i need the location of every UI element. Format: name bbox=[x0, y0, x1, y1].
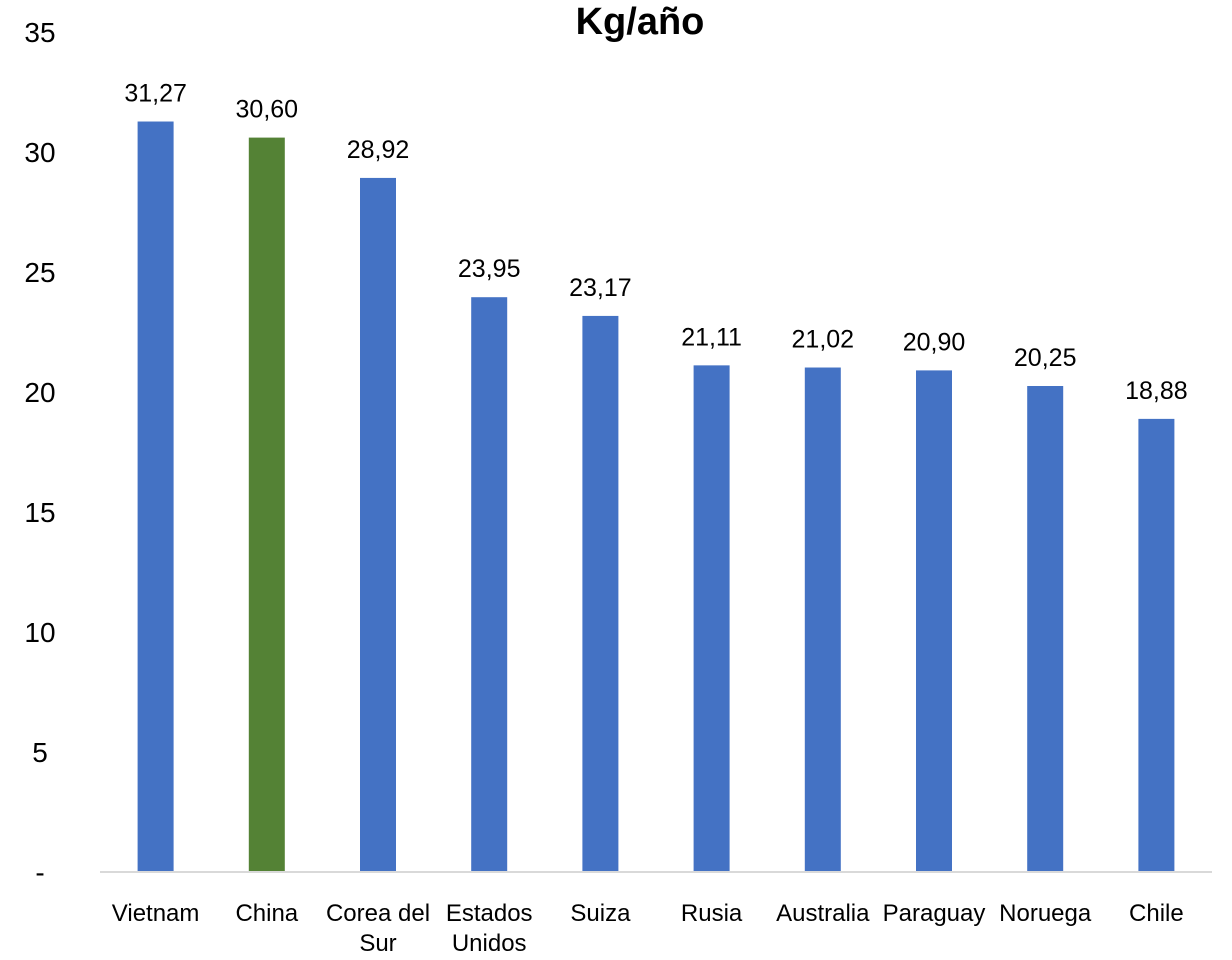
data-labels: 31,27 30,60 28,92 23,95 23,17 21,11 21,02 20,90… bbox=[124, 80, 1187, 405]
y-axis: - 5 10 15 20 25 30 35 bbox=[24, 17, 55, 888]
y-tick-label: 15 bbox=[24, 497, 55, 528]
bar bbox=[804, 367, 841, 872]
y-tick-label: 25 bbox=[24, 257, 55, 288]
bar bbox=[582, 315, 619, 872]
bar bbox=[248, 137, 285, 873]
data-label: 20,25 bbox=[1014, 344, 1077, 372]
data-label: 20,90 bbox=[903, 328, 966, 356]
bars bbox=[137, 121, 1175, 873]
y-tick-label: 35 bbox=[24, 17, 55, 48]
x-tick-label: Vietnam bbox=[112, 900, 200, 927]
bar bbox=[1138, 418, 1175, 872]
data-label: 30,60 bbox=[236, 96, 299, 124]
x-tick-label: Rusia bbox=[681, 900, 743, 927]
y-tick-label: 10 bbox=[24, 617, 55, 648]
x-tick-label: Chile bbox=[1129, 900, 1184, 927]
data-label: 21,02 bbox=[792, 326, 855, 354]
x-tick-label: Corea del Sur bbox=[326, 900, 430, 957]
data-label: 23,95 bbox=[458, 255, 521, 283]
y-tick-label: 30 bbox=[24, 137, 55, 168]
bar bbox=[693, 365, 730, 872]
bar bbox=[916, 370, 952, 872]
data-label: 18,88 bbox=[1125, 377, 1188, 405]
x-tick-label: Paraguay bbox=[883, 900, 986, 927]
x-tick-label: Australia bbox=[776, 900, 870, 927]
data-label: 23,17 bbox=[569, 274, 632, 302]
data-label: 21,11 bbox=[681, 323, 742, 351]
bar bbox=[137, 121, 174, 872]
x-tick-label: China bbox=[235, 900, 298, 927]
bar bbox=[360, 177, 396, 873]
y-tick-label: 5 bbox=[32, 737, 48, 768]
x-tick-label: Estados Unidos bbox=[446, 900, 533, 957]
chart-title: Kg/año bbox=[576, 1, 705, 43]
bar bbox=[471, 297, 508, 872]
x-axis: Vietnam China Corea del Sur Estados Unidos Sui… bbox=[100, 871, 1212, 957]
x-tick-label: Suiza bbox=[570, 900, 631, 927]
y-tick-label: - bbox=[35, 857, 44, 888]
data-label: 28,92 bbox=[347, 136, 410, 164]
y-tick-label: 20 bbox=[24, 377, 55, 408]
bar bbox=[1027, 386, 1064, 872]
x-tick-label: Noruega bbox=[999, 900, 1092, 927]
data-label: 31,27 bbox=[124, 80, 187, 108]
